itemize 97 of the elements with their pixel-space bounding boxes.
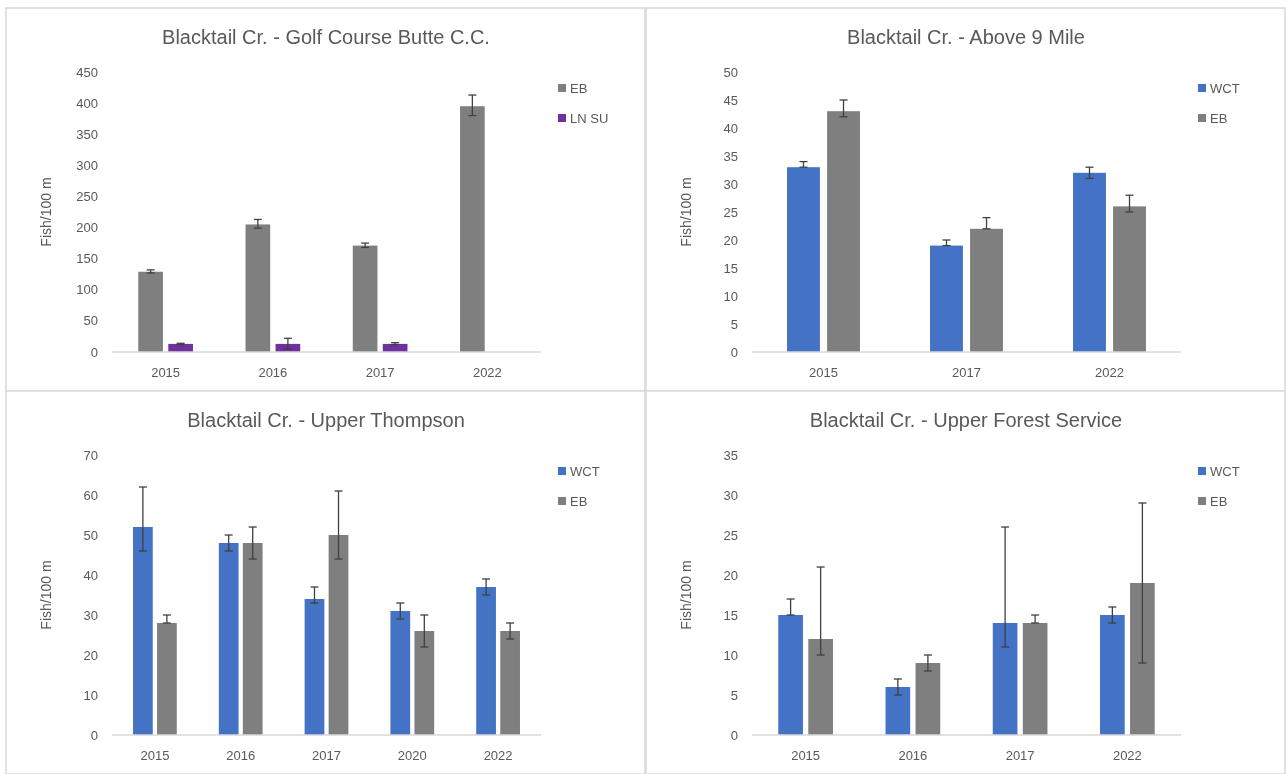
x-tick-label: 2017 bbox=[365, 365, 395, 380]
bar bbox=[778, 615, 803, 735]
y-tick-label: 50 bbox=[83, 527, 98, 543]
legend-label: WCT bbox=[570, 463, 600, 479]
bar bbox=[930, 245, 963, 352]
bar bbox=[1100, 615, 1125, 735]
y-tick-label: 45 bbox=[723, 92, 738, 108]
y-tick-label: 300 bbox=[76, 157, 98, 173]
x-tick-label: 2015 bbox=[791, 748, 821, 763]
x-tick-label: 2022 bbox=[1112, 748, 1142, 763]
x-tick-label: 2015 bbox=[151, 365, 181, 380]
bar bbox=[476, 587, 496, 735]
y-tick-label: 35 bbox=[723, 447, 738, 463]
legend-label: LN SU bbox=[570, 110, 609, 126]
x-tick-label: 2016 bbox=[258, 365, 288, 380]
bar bbox=[460, 106, 485, 352]
chart-title: Blacktail Cr. - Above 9 Mile bbox=[847, 26, 1085, 48]
bar bbox=[787, 167, 820, 352]
y-tick-label: 150 bbox=[76, 251, 98, 267]
y-tick-label: 50 bbox=[83, 313, 98, 329]
y-tick-label: 0 bbox=[730, 344, 738, 360]
y-tick-label: 10 bbox=[83, 687, 98, 703]
bar bbox=[328, 535, 349, 735]
bar bbox=[390, 611, 411, 735]
y-tick-label: 10 bbox=[723, 288, 738, 304]
bar bbox=[1113, 206, 1146, 352]
chart-title: Blacktail Cr. - Upper Forest Service bbox=[809, 409, 1123, 431]
y-axis-title: Fish/100 m bbox=[38, 560, 54, 630]
y-tick-label: 0 bbox=[90, 344, 98, 360]
bar bbox=[992, 623, 1018, 735]
y-tick-label: 40 bbox=[723, 120, 738, 136]
x-tick-label: 2020 bbox=[397, 748, 427, 763]
legend-label: EB bbox=[570, 80, 588, 96]
chart-title: Blacktail Cr. - Golf Course Butte C.C. bbox=[162, 26, 490, 48]
chart-title: Blacktail Cr. - Upper Thompson bbox=[187, 409, 465, 431]
x-tick-label: 2022 bbox=[483, 748, 513, 763]
y-axis-title: Fish/100 m bbox=[678, 560, 694, 630]
x-tick-label: 2016 bbox=[898, 748, 928, 763]
y-tick-label: 15 bbox=[723, 260, 738, 276]
y-tick-label: 20 bbox=[723, 567, 738, 583]
x-tick-label: 2017 bbox=[312, 748, 341, 763]
y-tick-label: 250 bbox=[76, 188, 98, 204]
y-tick-label: 400 bbox=[76, 95, 98, 111]
y-tick-label: 25 bbox=[723, 527, 738, 543]
y-tick-label: 0 bbox=[730, 727, 738, 743]
bar bbox=[885, 687, 911, 735]
x-tick-label: 2015 bbox=[140, 748, 170, 763]
bar bbox=[304, 599, 325, 735]
bar bbox=[242, 543, 263, 735]
y-tick-label: 100 bbox=[76, 282, 98, 298]
x-tick-label: 2015 bbox=[809, 365, 838, 380]
bar bbox=[915, 663, 941, 735]
y-tick-label: 70 bbox=[83, 447, 98, 463]
y-axis-title: Fish/100 m bbox=[678, 177, 694, 247]
x-tick-label: 2017 bbox=[952, 365, 981, 380]
bar bbox=[218, 543, 239, 735]
y-tick-label: 20 bbox=[83, 647, 98, 663]
x-tick-label: 2022 bbox=[1095, 365, 1124, 380]
y-tick-label: 350 bbox=[76, 126, 98, 142]
bar bbox=[1073, 172, 1106, 352]
y-tick-label: 30 bbox=[83, 607, 98, 623]
bar bbox=[827, 111, 860, 352]
y-tick-label: 5 bbox=[730, 687, 738, 703]
y-tick-label: 30 bbox=[723, 487, 738, 503]
bar bbox=[970, 228, 1003, 352]
bar bbox=[1130, 583, 1155, 735]
x-tick-label: 2017 bbox=[1005, 748, 1035, 763]
y-tick-label: 200 bbox=[76, 220, 98, 236]
legend-label: EB bbox=[1210, 493, 1228, 509]
y-tick-label: 20 bbox=[723, 232, 738, 248]
bar bbox=[157, 623, 177, 735]
bar bbox=[808, 639, 833, 735]
bar bbox=[1022, 623, 1048, 735]
bar bbox=[414, 631, 435, 735]
bar bbox=[500, 631, 520, 735]
legend-label: EB bbox=[570, 493, 588, 509]
legend-label: WCT bbox=[1210, 80, 1240, 96]
y-tick-label: 30 bbox=[723, 176, 738, 192]
y-tick-label: 450 bbox=[76, 64, 98, 80]
y-tick-label: 50 bbox=[723, 64, 738, 80]
x-tick-label: 2016 bbox=[226, 748, 256, 763]
bar bbox=[245, 224, 271, 352]
y-tick-label: 10 bbox=[723, 647, 738, 663]
bar bbox=[352, 245, 378, 352]
bar bbox=[138, 271, 163, 352]
y-axis-title: Fish/100 m bbox=[38, 177, 54, 247]
y-tick-label: 40 bbox=[83, 567, 98, 583]
y-tick-label: 0 bbox=[90, 727, 98, 743]
y-tick-label: 60 bbox=[83, 487, 98, 503]
y-tick-label: 15 bbox=[723, 607, 738, 623]
legend-label: WCT bbox=[1210, 463, 1240, 479]
x-tick-label: 2022 bbox=[472, 365, 502, 380]
y-tick-label: 25 bbox=[723, 204, 738, 220]
legend-label: EB bbox=[1210, 110, 1228, 126]
y-tick-label: 35 bbox=[723, 148, 738, 164]
bar bbox=[133, 527, 153, 735]
y-tick-label: 5 bbox=[730, 316, 738, 332]
